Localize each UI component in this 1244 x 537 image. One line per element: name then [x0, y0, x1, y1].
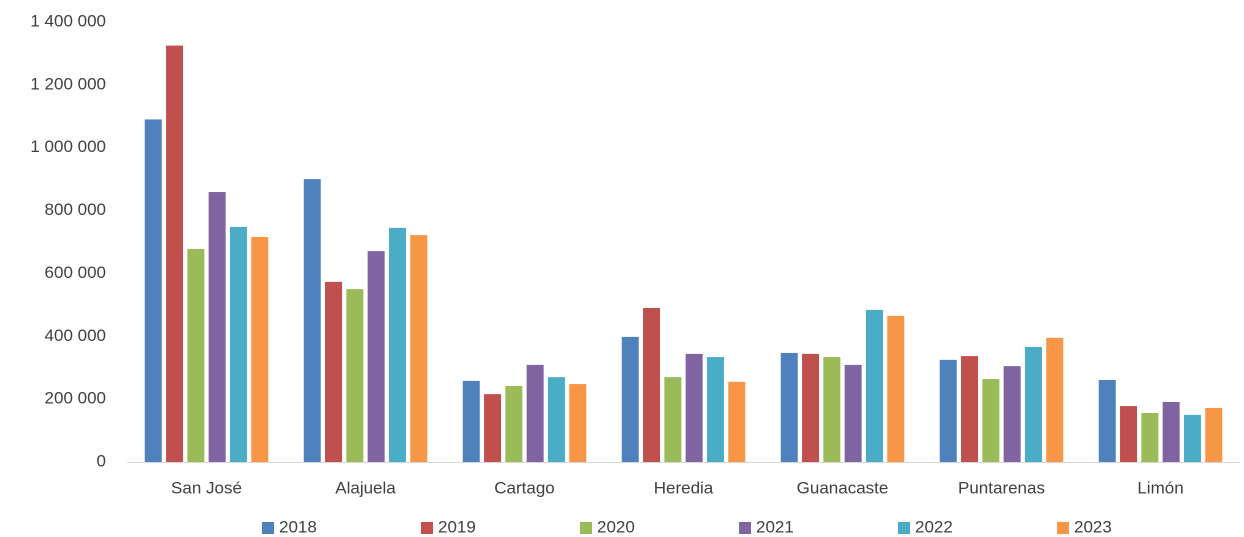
- bar: [187, 248, 205, 462]
- bar: [388, 227, 406, 462]
- bar: [410, 235, 428, 462]
- y-tick-label: 600 000: [45, 263, 106, 282]
- bar: [547, 377, 565, 462]
- bar: [1003, 366, 1021, 462]
- bar: [569, 384, 587, 462]
- x-tick-label: Guanacaste: [797, 478, 889, 497]
- bar: [1205, 407, 1223, 462]
- bar: [982, 379, 1000, 462]
- bar: [823, 357, 841, 462]
- bar: [462, 380, 480, 462]
- bar: [166, 45, 184, 462]
- x-tick-label: Cartago: [494, 478, 554, 497]
- legend-label: 2020: [597, 517, 635, 536]
- legend-swatch: [898, 522, 910, 534]
- bar: [208, 192, 226, 462]
- bar: [1183, 414, 1201, 462]
- bar: [1024, 346, 1042, 462]
- bar: [367, 251, 385, 462]
- bar: [685, 353, 703, 462]
- x-tick-label: Heredia: [654, 478, 714, 497]
- x-tick-label: Puntarenas: [958, 478, 1045, 497]
- y-tick-label: 1 200 000: [30, 74, 106, 93]
- y-tick-label: 200 000: [45, 389, 106, 408]
- legend-label: 2021: [756, 517, 794, 536]
- bar: [484, 394, 502, 462]
- bar: [728, 381, 746, 462]
- y-tick-label: 0: [97, 451, 106, 470]
- bar: [961, 356, 979, 462]
- y-tick-label: 1 400 000: [30, 11, 106, 30]
- bar: [706, 357, 724, 462]
- legend-swatch: [262, 522, 274, 534]
- legend-swatch: [580, 522, 592, 534]
- bar: [303, 179, 321, 462]
- bar: [1141, 412, 1159, 462]
- y-tick-label: 400 000: [45, 326, 106, 345]
- bar: [621, 336, 639, 462]
- bar: [887, 315, 905, 462]
- bar: [1120, 406, 1138, 462]
- bar: [802, 353, 820, 462]
- bar: [643, 308, 661, 462]
- y-tick-label: 1 000 000: [30, 137, 106, 156]
- x-tick-label: Limón: [1137, 478, 1183, 497]
- bar: [1098, 379, 1116, 462]
- legend-swatch: [421, 522, 433, 534]
- bar: [865, 309, 883, 462]
- x-tick-label: San José: [171, 478, 242, 497]
- legend-label: 2019: [438, 517, 476, 536]
- bar: [505, 385, 523, 462]
- bar: [251, 236, 269, 462]
- legend-swatch: [739, 522, 751, 534]
- bar: [229, 226, 247, 462]
- bar: [325, 281, 343, 462]
- bar: [1162, 401, 1180, 462]
- bar: [939, 359, 957, 462]
- legend-label: 2022: [915, 517, 953, 536]
- bar: [1046, 337, 1064, 462]
- bar: [664, 377, 682, 462]
- y-tick-label: 800 000: [45, 200, 106, 219]
- bar: [144, 119, 162, 462]
- legend-label: 2018: [279, 517, 317, 536]
- x-tick-label: Alajuela: [335, 478, 396, 497]
- bar: [526, 364, 544, 462]
- legend-swatch: [1057, 522, 1069, 534]
- legend-label: 2023: [1074, 517, 1112, 536]
- bar: [844, 364, 862, 462]
- bar: [780, 352, 798, 462]
- bar: [346, 289, 364, 462]
